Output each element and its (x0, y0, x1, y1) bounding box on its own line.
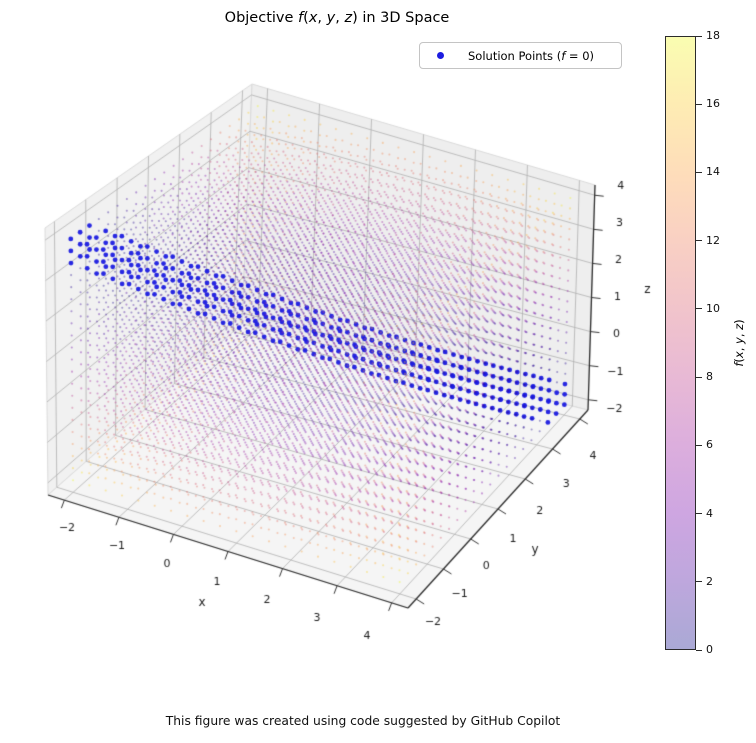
colorbar-tick-mark (696, 649, 702, 651)
colorbar: 0 2 4 6 8 10 12 14 16 18 (665, 29, 720, 656)
colorbar-tick-label: 12 (706, 233, 720, 247)
colorbar-tick-label: 2 (706, 574, 713, 588)
colorbar-tick-mark (696, 35, 702, 37)
colorbar-tick-label: 18 (706, 29, 720, 42)
colorbar-tick-label: 6 (706, 438, 713, 452)
colorbar-gradient (665, 36, 696, 650)
colorbar-tick-mark (696, 171, 702, 173)
colorbar-tick-label: 14 (706, 165, 720, 179)
legend-label: Solution Points (f = 0) (468, 48, 595, 63)
colorbar-tick-label: 10 (706, 301, 720, 315)
colorbar-tick-mark (696, 240, 702, 242)
colorbar-tick-label: 4 (706, 506, 713, 520)
legend-marker-dot (437, 52, 444, 59)
legend: Solution Points (f = 0) (419, 42, 622, 69)
colorbar-tick-mark (696, 103, 702, 105)
colorbar-tick-label: 8 (706, 370, 713, 384)
colorbar-tick-label: 16 (706, 97, 720, 111)
colorbar-tick-mark (696, 581, 702, 583)
colorbar-tick-mark (696, 513, 702, 515)
colorbar-tick-mark (696, 308, 702, 310)
colorbar-label: f(x, y, z) (732, 319, 746, 367)
colorbar-tick-mark (696, 444, 702, 446)
plot-title: Objective f(x, y, z) in 3D Space (224, 10, 450, 26)
colorbar-tick-label: 0 (706, 643, 713, 656)
colorbar-tick-mark (696, 376, 702, 378)
figure-caption: This figure was created using code sugge… (165, 714, 561, 728)
